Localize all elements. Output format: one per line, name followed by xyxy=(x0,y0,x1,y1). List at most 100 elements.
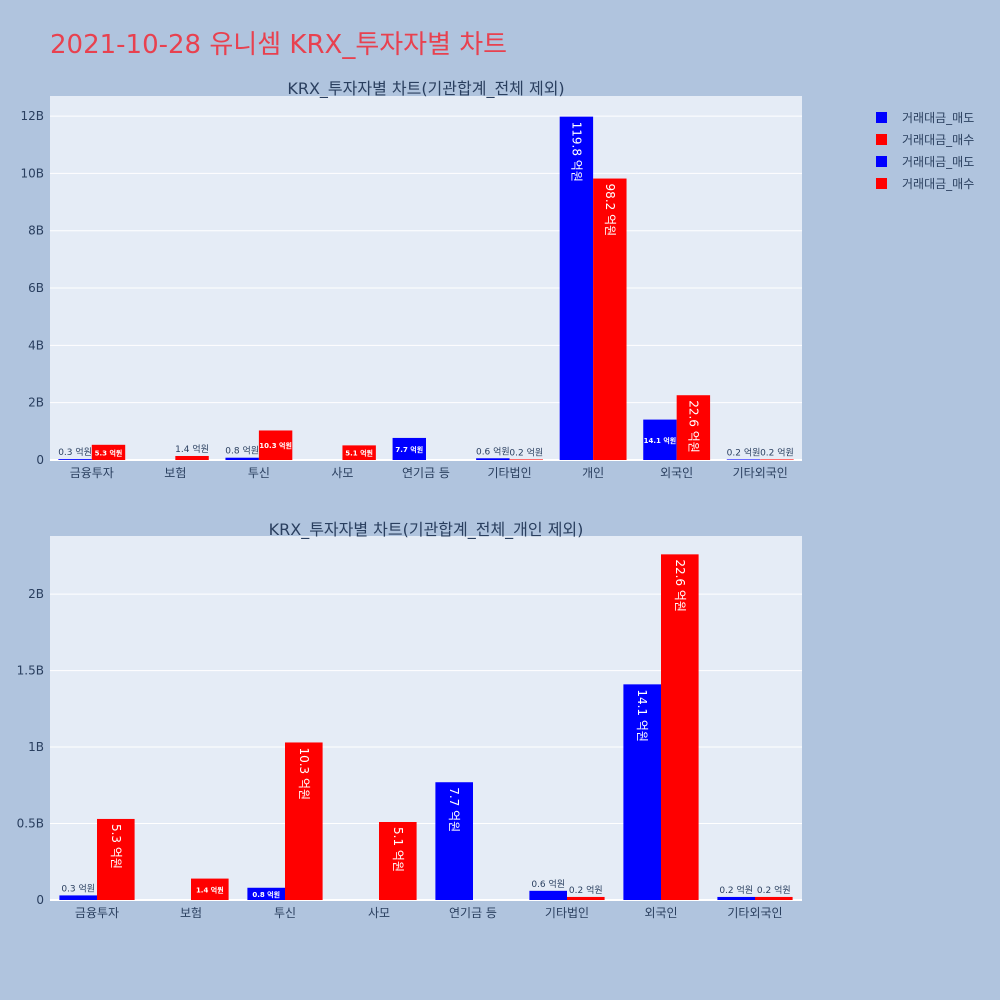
chart-title: KRX_투자자별 차트(기관합계_전체 제외) xyxy=(287,79,564,99)
x-tick-label: 개인 xyxy=(582,466,604,480)
bar-sell xyxy=(623,684,661,900)
bar-buy xyxy=(285,742,323,900)
y-tick-label: 4B xyxy=(28,338,44,352)
data-label: 0.3 억원 xyxy=(61,882,95,894)
data-label: 22.6 억원 xyxy=(686,400,700,453)
y-tick-label: 10B xyxy=(20,166,44,180)
y-tick-label: 12B xyxy=(20,109,44,123)
data-label: 10.3 억원 xyxy=(259,441,292,450)
bar-buy xyxy=(191,878,229,900)
legend-swatch-sell xyxy=(876,155,887,167)
x-tick-label: 보험 xyxy=(164,466,186,480)
bar-buy xyxy=(760,459,794,460)
data-label: 0.2 억원 xyxy=(760,446,794,458)
bar-sell xyxy=(529,890,567,900)
bar-buy xyxy=(342,445,376,460)
bar-buy xyxy=(567,896,605,900)
x-tick-label: 기타법인 xyxy=(487,466,531,480)
bar-buy xyxy=(258,430,293,460)
data-label: 14.1 억원 xyxy=(644,436,677,445)
x-tick-label: 연기금 등 xyxy=(449,906,497,920)
y-tick-label: 6B xyxy=(28,281,44,295)
legend-swatch-buy xyxy=(876,177,887,189)
bar-sell xyxy=(58,459,92,460)
y-tick-label: 2B xyxy=(28,587,44,601)
bar-buy xyxy=(379,822,417,900)
x-tick-label: 기타외국인 xyxy=(733,466,788,480)
x-tick-label: 사모 xyxy=(331,466,353,480)
x-tick-label: 투신 xyxy=(248,466,270,480)
data-label: 119.8 억원 xyxy=(569,122,583,182)
legend-item-sell[interactable]: 거래대금_매도 xyxy=(876,106,974,128)
chart-institution-total-excluded: KRX_투자자별 차트(기관합계_전체 제외) 0 2B 4B 6B 8B 10B 12B 금융… xyxy=(20,79,802,480)
data-label: 5.1 억원 xyxy=(345,449,373,458)
y-tick-label: 0 xyxy=(36,893,44,907)
data-label: 0.2 억원 xyxy=(509,446,543,458)
bar-buy xyxy=(175,455,209,460)
data-label: 1.4 억원 xyxy=(175,443,209,455)
legend-label: 거래대금_매수 xyxy=(902,176,975,191)
y-tick-label: 0 xyxy=(36,453,44,467)
x-tick-label: 외국인 xyxy=(644,906,677,920)
bar-buy xyxy=(661,554,699,900)
data-label: 0.2 억원 xyxy=(719,884,753,896)
data-label: 7.7 억원 xyxy=(395,445,423,454)
x-tick-label: 금융투자 xyxy=(75,906,119,920)
data-label: 5.3 억원 xyxy=(95,448,123,457)
bar-sell xyxy=(59,895,97,900)
bar-sell xyxy=(247,887,285,900)
y-tick-label: 1.5B xyxy=(17,664,44,678)
chart-title: KRX_투자자별 차트(기관합계_전체_개인 제외) xyxy=(269,520,584,540)
bar-buy xyxy=(593,178,627,460)
legend-item-sell[interactable]: 거래대금_매도 xyxy=(876,150,974,172)
bar-sell xyxy=(435,782,473,900)
data-label: 0.3 억원 xyxy=(58,446,92,458)
bar-sell xyxy=(717,896,755,900)
legend-label: 거래대금_매도 xyxy=(902,154,975,169)
x-tick-label: 연기금 등 xyxy=(402,466,450,480)
bar-buy xyxy=(97,818,135,900)
data-label: 0.8 억원 xyxy=(225,445,259,457)
x-tick-label: 투신 xyxy=(274,906,296,920)
data-label: 10.3 억원 xyxy=(297,747,311,800)
legend-label: 거래대금_매수 xyxy=(902,132,975,147)
bar-sell xyxy=(643,419,677,460)
y-tick-label: 2B xyxy=(28,396,44,410)
data-label: 5.3 억원 xyxy=(109,824,123,869)
y-tick-label: 1B xyxy=(28,740,44,754)
bar-sell xyxy=(476,458,510,460)
legend-label: 거래대금_매도 xyxy=(902,110,975,125)
bar-buy xyxy=(509,459,543,460)
data-label: 98.2 억원 xyxy=(603,184,617,237)
bar-buy xyxy=(755,896,793,900)
legend-item-buy[interactable]: 거래대금_매수 xyxy=(876,172,974,194)
data-label: 14.1 억원 xyxy=(635,689,649,742)
chart-individual-excluded: KRX_투자자별 차트(기관합계_전체_개인 제외) 0 0.5B 1B 1.5B 2B 금… xyxy=(17,520,802,920)
legend-item-buy[interactable]: 거래대금_매수 xyxy=(876,128,974,150)
x-tick-label: 기타외국인 xyxy=(727,906,782,920)
chart-legend: 거래대금_매도 거래대금_매수 거래대금_매도 거래대금_매수 xyxy=(876,106,974,194)
data-label: 5.1 억원 xyxy=(391,827,405,872)
x-tick-label: 보험 xyxy=(180,906,202,920)
y-tick-label: 0.5B xyxy=(17,817,44,831)
data-label: 0.2 억원 xyxy=(757,884,791,896)
bar-buy xyxy=(91,444,126,460)
legend-swatch-sell xyxy=(876,111,887,123)
bar-sell xyxy=(392,437,426,460)
data-label: 0.2 억원 xyxy=(569,884,603,896)
x-tick-label: 기타법인 xyxy=(545,906,589,920)
data-label: 1.4 억원 xyxy=(196,885,224,894)
bar-sell xyxy=(559,116,594,460)
x-tick-label: 외국인 xyxy=(660,466,693,480)
legend-swatch-buy xyxy=(876,133,887,145)
x-tick-label: 사모 xyxy=(368,906,390,920)
data-label: 0.6 억원 xyxy=(531,878,565,890)
data-label: 0.2 억원 xyxy=(727,446,761,458)
bar-sell xyxy=(726,459,761,460)
x-tick-label: 금융투자 xyxy=(70,466,114,480)
data-label: 0.8 억원 xyxy=(252,890,280,899)
bar-sell xyxy=(225,457,259,460)
bar-buy xyxy=(676,395,711,460)
y-tick-label: 8B xyxy=(28,224,44,238)
page-title: 2021-10-28 유니셈 KRX_투자자별 차트 xyxy=(50,30,508,60)
